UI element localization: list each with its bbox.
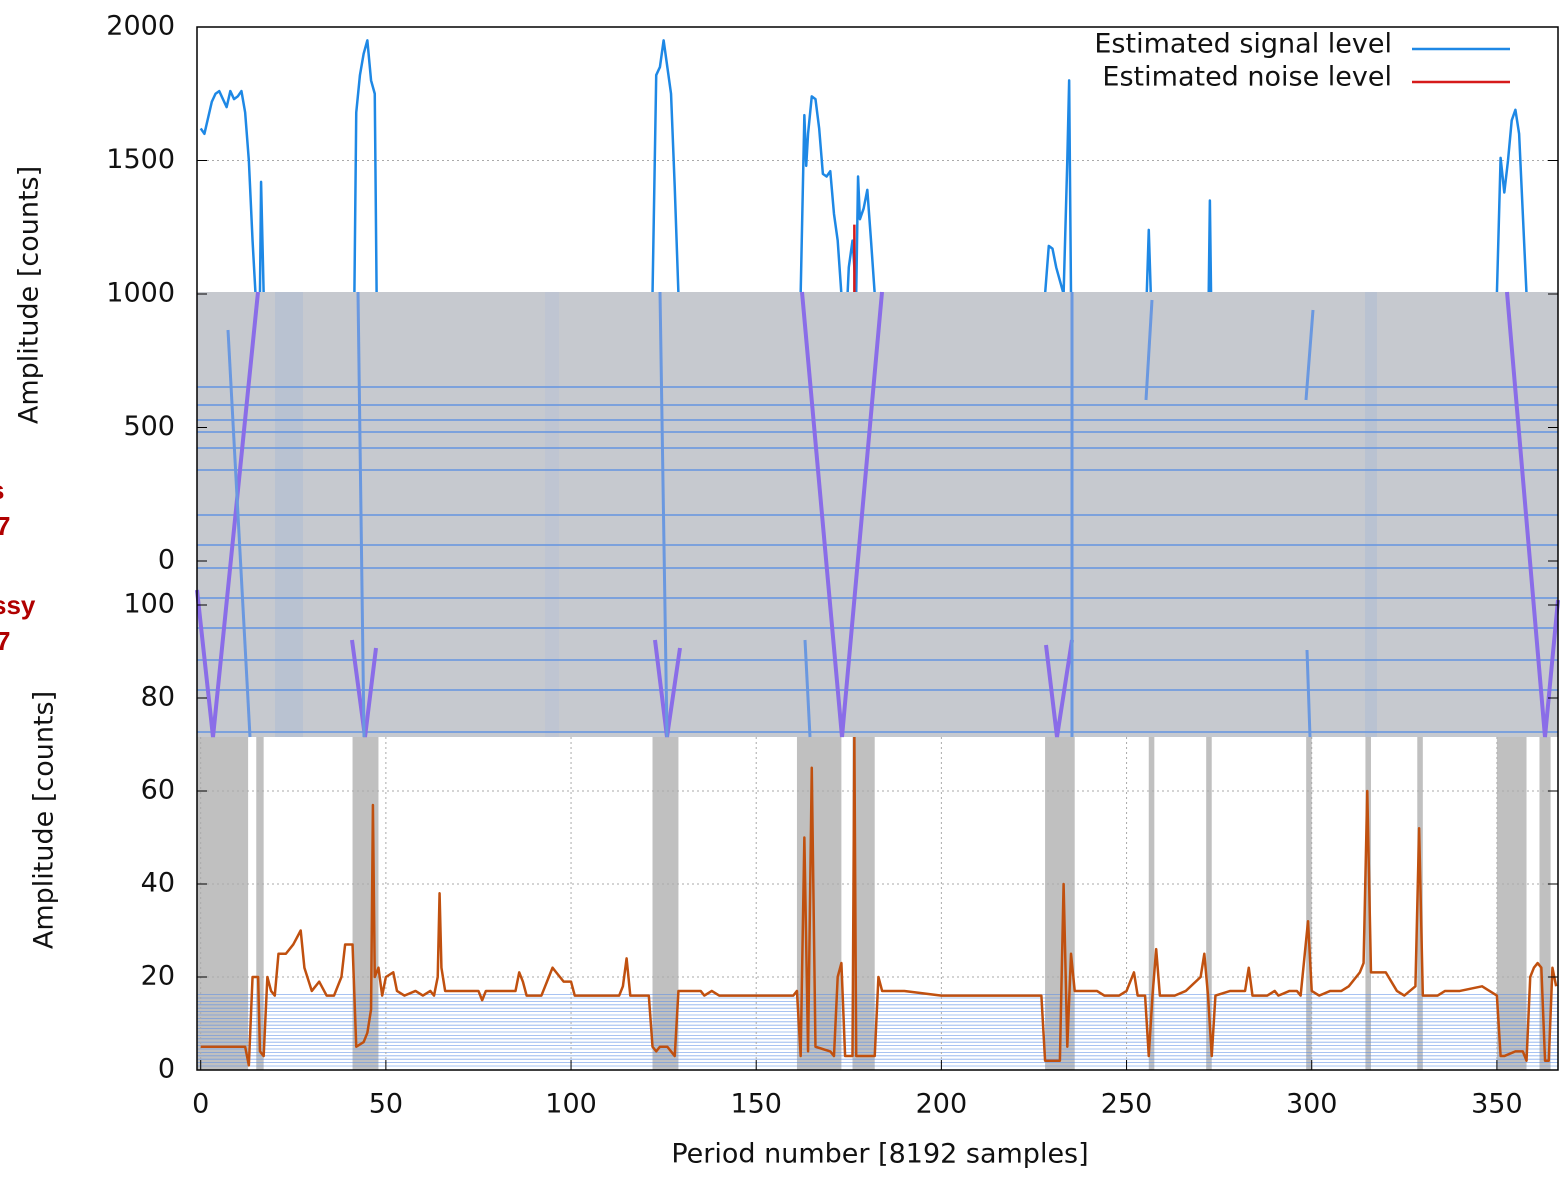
overlay-text: s	[0, 475, 4, 505]
overlay-text: 7	[0, 626, 10, 656]
shaded-range	[1365, 737, 1371, 1070]
shaded-range	[197, 737, 249, 1070]
x-tick-label: 150	[730, 1089, 782, 1120]
y-axis-label: Amplitude [counts]	[29, 691, 60, 949]
y-tick-label: 0	[158, 1054, 175, 1085]
y-tick-label: 60	[141, 775, 175, 806]
y-tick-label: 1500	[106, 144, 175, 175]
y-tick-label: 20	[141, 961, 175, 992]
legend-label: Estimated signal level	[1094, 29, 1392, 60]
x-tick-label: 50	[369, 1089, 403, 1120]
data-line	[199, 39, 1528, 292]
spectrogram	[195, 291, 1560, 738]
shaded-range	[256, 737, 264, 1070]
y-tick-label: 0	[158, 545, 175, 576]
shaded-range	[1306, 737, 1312, 1070]
legend-label: Estimated noise level	[1102, 62, 1392, 93]
x-axis-label: Period number [8192 samples]	[671, 1139, 1088, 1170]
data-line	[200, 737, 1558, 1067]
x-tick-label: 200	[916, 1089, 968, 1120]
shaded-range	[652, 737, 679, 1070]
x-tick-label: 300	[1286, 1089, 1338, 1120]
x-tick-label: 350	[1471, 1089, 1523, 1120]
shaded-range	[1206, 737, 1212, 1070]
y-tick-label: 1000	[106, 278, 175, 309]
overlay-text: 7	[0, 511, 10, 541]
overlay-text: ssy	[0, 590, 36, 620]
shaded-range	[1539, 737, 1551, 1070]
y-tick-label: 100	[123, 589, 175, 620]
y-tick-label: 40	[141, 868, 175, 899]
shaded-range	[1148, 737, 1155, 1070]
y-tick-label: 500	[123, 411, 175, 442]
x-tick-label: 250	[1101, 1089, 1153, 1120]
x-tick-label: 100	[545, 1089, 597, 1120]
plot-frame	[196, 26, 1559, 1071]
y-axis-label: Amplitude [counts]	[14, 166, 45, 424]
x-tick-label: 0	[192, 1089, 209, 1120]
bottom-panel	[197, 737, 1558, 1070]
y-tick-label: 80	[141, 682, 175, 713]
y-tick-label: 2000	[106, 11, 175, 42]
top-panel	[197, 27, 1558, 292]
shaded-range	[1496, 737, 1527, 1070]
shaded-range	[852, 737, 875, 1070]
